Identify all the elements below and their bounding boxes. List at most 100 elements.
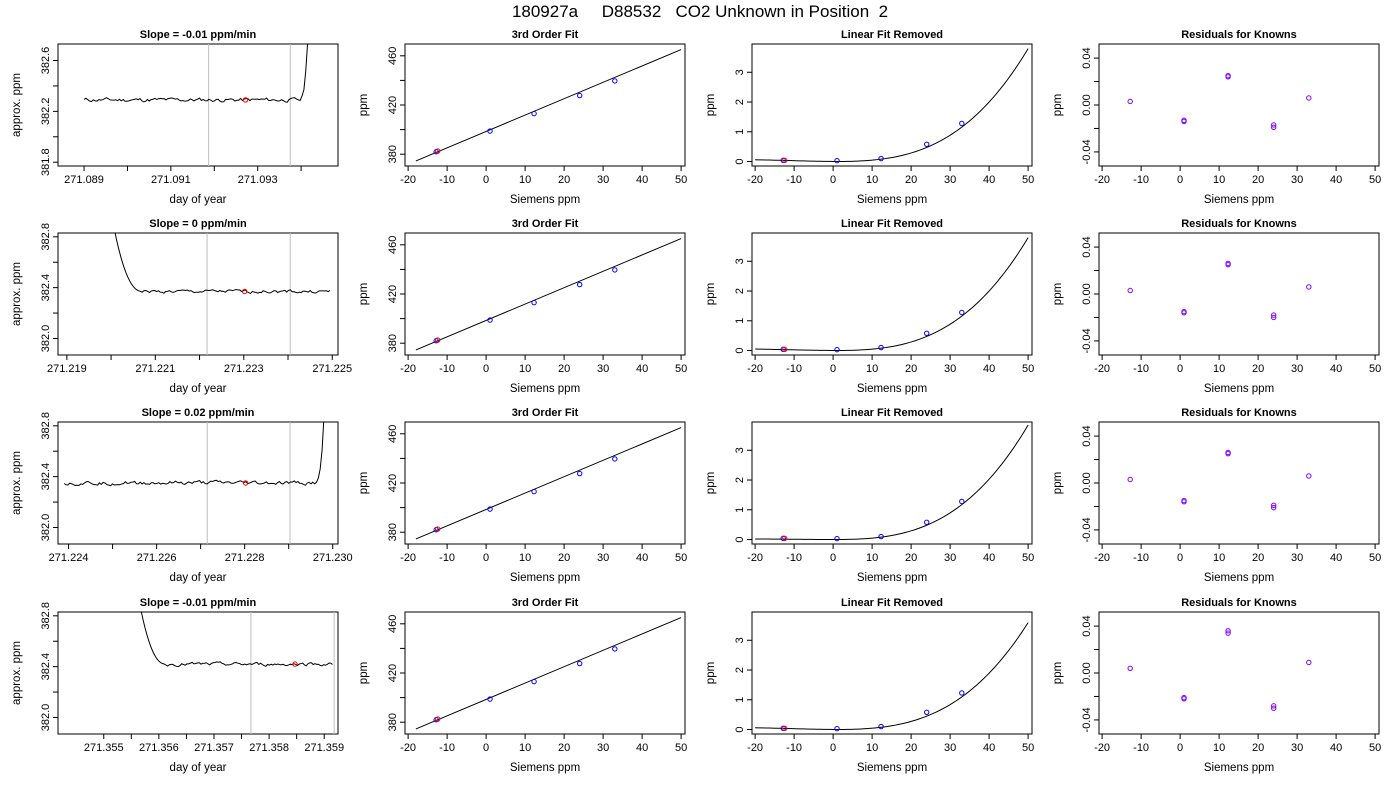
unknown-point <box>782 346 788 353</box>
plot-area <box>1127 72 1312 130</box>
known-point <box>487 128 493 134</box>
x-tick-label: 30 <box>597 742 609 754</box>
x-tick-label: 40 <box>983 174 995 186</box>
known-point <box>924 709 930 715</box>
y-axis-label: ppm <box>705 283 717 305</box>
panel-r4-c2: 3rd Order Fit -20 -10 0 10 20 30 40 50 380 420 460 S… <box>358 597 687 774</box>
y-axis-label: ppm <box>358 94 370 116</box>
x-tick-label: 20 <box>558 552 570 564</box>
y-axis-label: ppm <box>1052 472 1064 494</box>
known-point <box>612 267 618 273</box>
x-axis-label: Siemens ppm <box>1204 383 1274 395</box>
x-tick-label: -10 <box>786 363 802 375</box>
x-tick-label: 30 <box>1291 174 1303 186</box>
plot-area <box>755 622 1029 732</box>
x-tick-label: -10 <box>439 174 455 186</box>
x-tick-label: 50 <box>675 363 687 375</box>
x-tick-label: 271.226 <box>137 552 177 564</box>
panel-title: 3rd Order Fit <box>512 29 579 41</box>
known-point <box>834 535 840 542</box>
unknown-point <box>292 661 298 667</box>
residual-point <box>1127 665 1133 672</box>
x-tick-label: -20 <box>400 174 416 186</box>
y-tick-label: 0.00 <box>1081 662 1093 683</box>
plot-frame <box>1098 611 1380 735</box>
residual-point <box>1306 284 1312 290</box>
y-tick-label: 2 <box>734 99 746 105</box>
panel-title: Linear Fit Removed <box>841 597 943 609</box>
x-tick-label: -10 <box>786 174 802 186</box>
residual-point <box>1271 122 1277 128</box>
x-tick-label: 40 <box>1330 742 1342 754</box>
y-tick-label: 3 <box>734 447 746 453</box>
fit-line <box>415 49 682 162</box>
x-tick-label: 10 <box>866 742 878 754</box>
x-tick-label: -20 <box>747 742 763 754</box>
residual-point <box>1271 312 1277 318</box>
known-point <box>531 110 537 117</box>
y-tick-label: 381.8 <box>40 148 52 176</box>
y-tick-label: 380 <box>387 334 399 352</box>
y-axis-label: ppm <box>358 662 370 684</box>
fit-curve <box>755 237 1029 352</box>
y-tick-label: 382.8 <box>40 602 52 630</box>
residual-point <box>1225 630 1231 636</box>
plot-frame <box>1098 421 1380 545</box>
residual-point <box>1127 98 1133 105</box>
y-tick-label: 460 <box>387 615 399 633</box>
y-tick-label: 382.0 <box>40 325 52 353</box>
y-tick-label: 460 <box>387 425 399 443</box>
y-tick-label: 0 <box>734 347 746 353</box>
y-tick-label: 382.8 <box>40 223 52 251</box>
known-point <box>834 346 840 353</box>
unknown-point <box>782 535 788 542</box>
known-point <box>612 456 618 462</box>
x-tick-label: 20 <box>905 552 917 564</box>
x-tick-label: 271.093 <box>238 174 278 186</box>
plot-frame <box>57 43 339 167</box>
x-tick-label: 30 <box>1291 742 1303 754</box>
x-tick-label: -20 <box>1094 552 1110 564</box>
panel-title: 3rd Order Fit <box>512 407 579 419</box>
x-tick-label: 40 <box>983 742 995 754</box>
unknown-point <box>782 725 788 732</box>
x-tick-label: 30 <box>944 363 956 375</box>
panel-r2-c3: Linear Fit Removed -20 -10 0 10 20 30 40 50 0 1 2 3 S… <box>705 218 1034 395</box>
known-point <box>487 506 493 512</box>
x-axis-label: Siemens ppm <box>857 762 927 774</box>
x-tick-label: 50 <box>1369 742 1381 754</box>
panel-title: Linear Fit Removed <box>841 29 943 41</box>
x-tick-label: -20 <box>1094 174 1110 186</box>
residual-point <box>1306 659 1312 666</box>
y-tick-label: 0.00 <box>1081 283 1093 304</box>
y-tick-label: 3 <box>734 637 746 643</box>
plot-frame <box>751 611 1033 735</box>
x-tick-label: -20 <box>1094 363 1110 375</box>
panel-title: Slope = 0.02 ppm/min <box>142 407 255 419</box>
x-tick-label: 0 <box>830 174 836 186</box>
x-tick-label: 20 <box>558 363 570 375</box>
y-axis-label: approx. ppm <box>11 641 23 705</box>
x-tick-label: 40 <box>636 363 648 375</box>
y-tick-label: 1 <box>734 318 746 324</box>
x-tick-label: 10 <box>519 552 531 564</box>
plot-area <box>755 424 1029 542</box>
x-tick-label: 30 <box>944 742 956 754</box>
x-tick-label: 50 <box>1369 552 1381 564</box>
x-axis-label: day of year <box>170 383 227 395</box>
x-tick-label: -10 <box>786 742 802 754</box>
x-tick-label: -10 <box>439 363 455 375</box>
panel-title: Slope = 0 ppm/min <box>149 218 247 230</box>
x-tick-label: 50 <box>1022 742 1034 754</box>
known-point <box>924 519 930 525</box>
plot-area <box>83 44 309 166</box>
panel-r2-c4: Residuals for Knowns -20 -10 0 10 20 30 40 50 -0.… <box>1052 218 1381 395</box>
plot-frame <box>751 43 1033 167</box>
y-axis-label: ppm <box>358 472 370 494</box>
x-tick-label: 0 <box>483 552 489 564</box>
y-tick-label: 0 <box>734 726 746 732</box>
x-tick-label: 40 <box>983 552 995 564</box>
known-point <box>577 92 583 99</box>
known-point <box>834 725 840 732</box>
plot-frame <box>751 232 1033 356</box>
